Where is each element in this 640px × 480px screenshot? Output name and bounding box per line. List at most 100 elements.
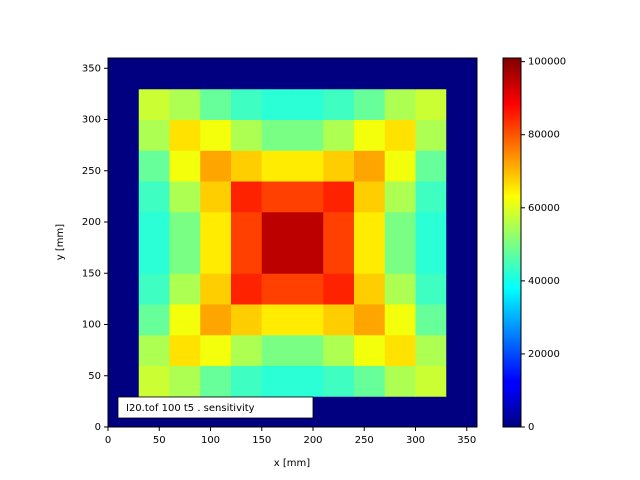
heatmap-cell — [200, 242, 232, 274]
heatmap-cell — [231, 211, 263, 243]
heatmap-cell — [292, 88, 324, 120]
heatmap-cell — [323, 273, 355, 305]
heatmap-cell — [231, 88, 263, 120]
x-tick-label: 100 — [201, 435, 220, 446]
heatmap-cell — [446, 396, 478, 428]
heatmap-cell — [354, 211, 386, 243]
heatmap-cell — [323, 242, 355, 274]
heatmap-cell — [108, 304, 140, 336]
heatmap-cell — [138, 365, 170, 397]
heatmap-cell — [384, 273, 416, 305]
y-tick-label: 200 — [82, 217, 101, 228]
heatmap-cell — [108, 88, 140, 120]
heatmap-cell — [231, 181, 263, 213]
heatmap-cell — [354, 88, 386, 120]
heatmap-cell — [323, 181, 355, 213]
heatmap-cell — [446, 88, 478, 120]
y-tick-label: 50 — [88, 371, 101, 382]
colorbar-tick-label: 100000 — [528, 57, 566, 68]
x-tick-label: 0 — [105, 435, 111, 446]
annotation: I20.tof 100 t5 . sensitivity — [126, 403, 255, 414]
y-tick-label: 350 — [82, 63, 101, 74]
heatmap-cell — [108, 119, 140, 151]
heatmap-cell — [292, 334, 324, 366]
heatmap — [108, 58, 478, 428]
heatmap-cell — [415, 58, 447, 90]
annotation-box — [117, 396, 314, 419]
heatmap-cell — [261, 88, 293, 120]
heatmap-cell — [384, 88, 416, 120]
heatmap-cell — [384, 334, 416, 366]
heatmap-cell — [323, 365, 355, 397]
heatmap-cell — [323, 211, 355, 243]
heatmap-cell — [138, 334, 170, 366]
axes-frame — [107, 57, 478, 428]
heatmap-cell — [261, 273, 293, 305]
heatmap-cell — [108, 365, 140, 397]
heatmap-cell — [415, 150, 447, 182]
heatmap-cell — [169, 304, 201, 336]
heatmap-cell — [200, 365, 232, 397]
x-tick-label: 250 — [355, 435, 374, 446]
heatmap-cell — [446, 211, 478, 243]
heatmap-cell — [108, 58, 140, 90]
heatmap-cell — [169, 242, 201, 274]
x-axis-label: x [mm] — [274, 458, 310, 469]
heatmap-cell — [169, 88, 201, 120]
heatmap-cell — [354, 365, 386, 397]
heatmap-cell — [292, 181, 324, 213]
heatmap-cell — [231, 365, 263, 397]
heatmap-cell — [261, 150, 293, 182]
heatmap-cell — [415, 334, 447, 366]
heatmap-cell — [446, 273, 478, 305]
heatmap-cell — [200, 304, 232, 336]
heatmap-cell — [138, 242, 170, 274]
heatmap-cell — [200, 334, 232, 366]
heatmap-cell — [415, 181, 447, 213]
heatmap-cell — [200, 58, 232, 90]
heatmap-cell — [354, 396, 386, 428]
heatmap-cell — [446, 58, 478, 90]
heatmap-cell — [446, 119, 478, 151]
heatmap-cell — [354, 58, 386, 90]
heatmap-cell — [384, 181, 416, 213]
heatmap-cell — [231, 119, 263, 151]
heatmap-cell — [384, 119, 416, 151]
heatmap-cell — [415, 88, 447, 120]
heatmap-cell — [138, 304, 170, 336]
heatmap-cell — [169, 365, 201, 397]
heatmap-cell — [108, 242, 140, 274]
heatmap-cell — [354, 181, 386, 213]
heatmap-cell — [200, 119, 232, 151]
heatmap-cell — [292, 242, 324, 274]
heatmap-cell — [108, 150, 140, 182]
heatmap-cell — [108, 211, 140, 243]
x-tick-label: 300 — [406, 435, 425, 446]
heatmap-cell — [169, 273, 201, 305]
y-tick-label: 100 — [82, 320, 101, 331]
x-tick-label: 350 — [457, 435, 476, 446]
y-tick-label: 0 — [95, 422, 101, 433]
colorbar-tick-label: 40000 — [528, 276, 560, 287]
heatmap-cell — [292, 211, 324, 243]
heatmap-cell — [108, 181, 140, 213]
colorbar — [502, 57, 522, 428]
y-axis-label: y [mm] — [55, 224, 66, 260]
heatmap-cell — [261, 58, 293, 90]
heatmap-cell — [323, 396, 355, 428]
heatmap-cell — [261, 181, 293, 213]
heatmap-cell — [323, 150, 355, 182]
heatmap-cell — [292, 304, 324, 336]
heatmap-cell — [384, 211, 416, 243]
x-tick-label: 150 — [252, 435, 271, 446]
heatmap-cell — [231, 58, 263, 90]
heatmap-cell — [354, 242, 386, 274]
colorbar-tick-label: 0 — [528, 422, 534, 433]
heatmap-cell — [261, 242, 293, 274]
y-tick-label: 300 — [82, 115, 101, 126]
heatmap-cell — [384, 242, 416, 274]
colorbar-tick-label: 60000 — [528, 203, 560, 214]
heatmap-cell — [415, 242, 447, 274]
heatmap-cell — [292, 273, 324, 305]
heatmap-cell — [292, 150, 324, 182]
